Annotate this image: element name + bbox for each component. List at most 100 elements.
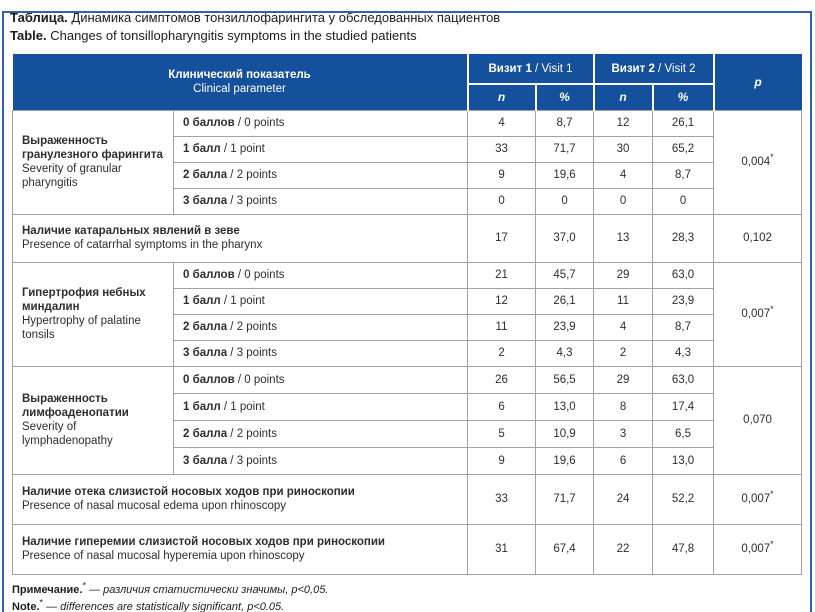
score-ru: 0 баллов (183, 373, 235, 386)
score-en: / 1 point (220, 143, 265, 155)
significance-star: * (770, 489, 774, 500)
p-value: 0,007 (741, 543, 771, 555)
score-cell: 1 балл / 1 point (172, 287, 469, 315)
table-caption: Таблица. Динамика симптомов тонзиллофари… (10, 9, 801, 45)
visit2-pct-cell: 13,0 (652, 446, 715, 475)
score-ru: 1 балл (183, 295, 221, 307)
visit2-n-cell: 12 (593, 109, 654, 137)
score-cell: 3 балла / 3 points (172, 446, 469, 475)
visit2-n-cell: 3 (593, 419, 654, 448)
visit1-n-cell: 2 (467, 339, 537, 367)
visit1-n-cell: 5 (467, 419, 537, 448)
caption-en-text: Changes of tonsillopharyngitis symptoms … (46, 28, 417, 43)
visit1-pct-cell: 67,4 (535, 523, 595, 575)
parameter-cell: Выраженность лимфоаденопатии Severity of… (12, 365, 174, 475)
visit2-n-cell: 2 (593, 339, 654, 367)
col-header-n-visit1: n (466, 83, 536, 110)
visit2-pct-cell: 8,7 (652, 313, 715, 341)
visit2-pct-cell: 8,7 (652, 161, 715, 189)
p-value: 0,004 (741, 156, 771, 168)
score-ru: 2 балла (183, 427, 228, 440)
caption-ru-label: Таблица. (10, 10, 68, 25)
score-en: / 3 points (227, 195, 277, 207)
symptoms-table: Клинический показатель Clinical paramete… (11, 54, 803, 575)
col-header-parameter: Клинический показатель Clinical paramete… (12, 54, 468, 110)
parameter-label-en: Severity of lymphadenopathy (22, 421, 113, 447)
visit2-n-cell: 6 (593, 446, 654, 475)
p-value-cell: 0,007* (713, 261, 803, 367)
score-en: / 3 points (227, 347, 277, 359)
col-header-parameter-ru: Клинический показатель (168, 68, 311, 81)
p-value-cell: 0,070 (713, 365, 803, 475)
visit2-pct-cell: 26,1 (652, 109, 715, 137)
score-en: / 3 points (227, 454, 277, 467)
visit1-n-cell: 33 (467, 473, 537, 525)
p-value-cell: 0,102 (713, 213, 803, 263)
parameter-label-en: Presence of nasal mucosal hyperemia upon… (22, 550, 305, 562)
parameter-cell: Наличие отека слизистой носовых ходов пр… (11, 473, 469, 525)
visit2-n-cell: 13 (593, 213, 654, 263)
visit2-pct-cell: 63,0 (652, 365, 715, 394)
visit1-pct-cell: 45,7 (535, 261, 595, 289)
table-caption-en: Table. Changes of tonsillopharyngitis sy… (10, 27, 801, 45)
table-caption-ru: Таблица. Динамика симптомов тонзиллофари… (10, 9, 801, 27)
parameter-label-ru: Наличие отека слизистой носовых ходов пр… (22, 486, 355, 498)
p-value: 0,070 (743, 414, 772, 426)
score-ru: 2 балла (183, 169, 228, 181)
table-row: 1 балл / 1 point 33 71,7 30 65,2 (13, 135, 802, 163)
visit1-en: / Visit 1 (531, 62, 573, 75)
score-ru: 0 баллов (183, 117, 235, 129)
visit1-pct-cell: 0 (535, 187, 595, 215)
p-value-cell: 0,004* (713, 109, 803, 215)
visit1-n-cell: 12 (467, 287, 537, 315)
visit1-n-cell: 21 (467, 261, 537, 289)
table-row: Наличие отека слизистой носовых ходов пр… (11, 473, 803, 525)
score-ru: 3 балла (183, 195, 228, 207)
footnote-ru: Примечание.* — различия статистически зн… (12, 580, 801, 599)
visit2-pct-cell: 52,2 (652, 473, 715, 525)
visit2-pct-cell: 23,9 (652, 287, 715, 315)
parameter-cell: Наличие катаральных явлений в зеве Prese… (11, 213, 469, 263)
score-cell: 1 балл / 1 point (172, 392, 469, 421)
visit1-pct-cell: 23,9 (535, 313, 595, 341)
p-value: 0,007 (741, 493, 771, 505)
parameter-label-ru: Гипертрофия небных миндалин (22, 287, 146, 313)
visit2-en: / Visit 2 (654, 62, 696, 75)
table-row: Выраженность лимфоаденопатии Severity of… (12, 365, 803, 475)
visit2-pct-cell: 63,0 (652, 261, 715, 289)
score-cell: 2 балла / 2 points (172, 419, 469, 448)
p-value: 0,102 (743, 232, 772, 244)
score-ru: 0 баллов (183, 269, 235, 281)
p-value: 0,007 (741, 308, 771, 320)
table-row: Выраженность гранулезного фарингита Seve… (12, 109, 803, 215)
visit1-ru: Визит 1 (488, 62, 532, 75)
table-row: 3 балла / 3 points 2 4,3 2 4,3 (13, 339, 802, 367)
score-ru: 3 балла (183, 347, 228, 359)
parameter-cell: Выраженность гранулезного фарингита Seve… (12, 109, 174, 215)
visit2-n-cell: 29 (593, 261, 654, 289)
visit2-n-cell: 4 (593, 161, 654, 189)
footnotes: Примечание.* — различия статистически зн… (12, 580, 801, 612)
caption-en-label: Table. (10, 28, 47, 43)
col-header-n-visit2: n (592, 83, 653, 110)
col-header-visit2: Визит 2 / Visit 2 (592, 54, 714, 84)
visit2-ru: Визит 2 (611, 62, 655, 75)
col-header-visit1: Визит 1 / Visit 1 (466, 54, 594, 84)
score-cell: 3 балла / 3 points (172, 339, 469, 367)
parameter-label-ru: Наличие катаральных явлений в зеве (22, 225, 240, 237)
score-cell: 2 балла / 2 points (172, 313, 469, 341)
footnote-en-star: * (39, 596, 44, 607)
visit1-pct-cell: 10,9 (535, 419, 595, 448)
visit2-n-cell: 8 (593, 392, 654, 421)
visit1-n-cell: 26 (467, 365, 537, 394)
visit1-pct-cell: 37,0 (535, 213, 595, 263)
visit2-n-cell: 29 (593, 365, 654, 394)
table-row: Наличие гиперемии слизистой носовых ходо… (11, 523, 803, 575)
visit2-pct-cell: 6,5 (652, 419, 715, 448)
score-ru: 3 балла (183, 454, 228, 467)
visit1-pct-cell: 26,1 (535, 287, 595, 315)
visit1-n-cell: 31 (467, 523, 537, 575)
visit1-n-cell: 4 (467, 109, 537, 137)
parameter-label-ru: Выраженность лимфоаденопатии (22, 393, 129, 419)
visit1-n-cell: 33 (467, 135, 537, 163)
